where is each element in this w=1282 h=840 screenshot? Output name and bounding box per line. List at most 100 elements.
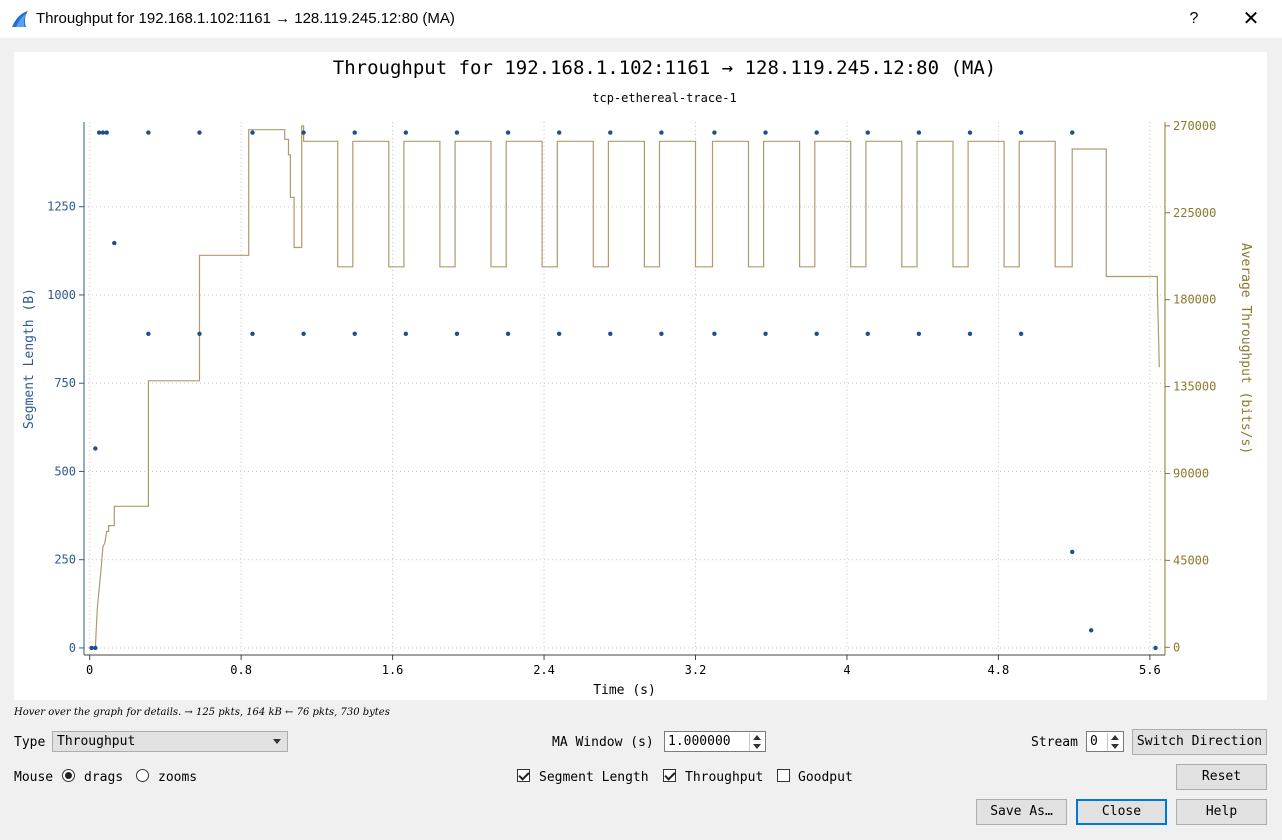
segment-point [146, 130, 151, 135]
mouse-drags-label[interactable]: drags [84, 770, 124, 785]
hover-hint: Hover over the graph for details. → 125 … [14, 707, 390, 718]
y-left-tick-label: 500 [54, 464, 76, 478]
segment-point [814, 331, 819, 336]
help-button[interactable]: Help [1176, 799, 1267, 825]
segment-point [916, 130, 922, 135]
segment-point [1153, 645, 1158, 651]
x-axis-label: Time (s) [593, 683, 656, 698]
goodput-checkbox[interactable] [777, 769, 790, 782]
throughput-graph[interactable]: Throughput for 192.168.1.102:1161 → 128.… [14, 52, 1267, 700]
save-as-button[interactable]: Save As… [976, 799, 1067, 825]
segment-length-checkbox[interactable] [517, 769, 530, 782]
throughput-checkbox-label[interactable]: Throughput [685, 770, 764, 785]
segment-point [865, 130, 870, 135]
stream-value: 0 [1090, 734, 1098, 749]
segment-point [104, 130, 109, 135]
segment-point [250, 331, 255, 336]
segment-point [403, 130, 409, 135]
segment-point [916, 331, 922, 336]
segment-point [1070, 130, 1075, 135]
x-tick-label: 4.8 [988, 663, 1010, 677]
window-titlebar: Throughput for 192.168.1.102:1161 → 128.… [0, 0, 1282, 38]
mouse-zooms-label[interactable]: zooms [158, 770, 198, 785]
mouse-drags-radio[interactable] [62, 769, 75, 782]
segment-point [403, 331, 409, 336]
x-tick-label: 0 [86, 663, 93, 677]
y-right-tick-label: 45000 [1173, 553, 1209, 567]
help-title-button[interactable]: ? [1189, 10, 1199, 27]
x-tick-label: 2.4 [533, 663, 555, 677]
segment-point [967, 130, 973, 135]
spin-buttons[interactable] [1107, 733, 1122, 751]
spin-down-icon[interactable] [753, 744, 761, 749]
segment-point [712, 331, 717, 336]
x-tick-label: 4 [843, 663, 850, 677]
spin-down-icon[interactable] [1111, 744, 1119, 749]
segment-point [556, 130, 562, 135]
spin-up-icon[interactable] [753, 735, 761, 740]
type-select[interactable]: Throughput [52, 731, 288, 752]
segment-length-label[interactable]: Segment Length [539, 770, 649, 785]
y-right-tick-label: 270000 [1173, 119, 1216, 133]
spin-up-icon[interactable] [1111, 735, 1119, 740]
y-left-axis-label: Segment Length (B) [22, 288, 37, 429]
type-label: Type [14, 735, 46, 750]
segment-point [146, 331, 151, 336]
segment-point [505, 130, 511, 135]
window-title: Throughput for 192.168.1.102:1161 → 128.… [36, 10, 455, 27]
mouse-zooms-radio[interactable] [136, 769, 149, 782]
reset-button[interactable]: Reset [1176, 764, 1267, 790]
y-right-tick-label: 90000 [1173, 466, 1209, 480]
switch-direction-button[interactable]: Switch Direction [1132, 729, 1267, 755]
spin-buttons[interactable] [749, 733, 764, 751]
segment-point [197, 331, 202, 336]
ma-window-value: 1.000000 [668, 734, 731, 749]
segment-point [763, 130, 768, 135]
x-tick-label: 3.2 [685, 663, 707, 677]
segment-point [1018, 130, 1024, 135]
x-tick-label: 5.6 [1139, 663, 1161, 677]
throughput-checkbox[interactable] [663, 769, 676, 782]
close-window-button[interactable]: ✕ [1242, 8, 1260, 30]
segment-point [712, 130, 717, 135]
wireshark-fin-icon [12, 11, 28, 27]
chevron-down-icon [273, 739, 281, 744]
segment-point [301, 130, 306, 135]
stream-input[interactable]: 0 [1086, 731, 1124, 752]
y-right-tick-label: 135000 [1173, 380, 1216, 394]
segment-point [865, 331, 870, 336]
stream-label: Stream [1031, 735, 1078, 750]
close-button[interactable]: Close [1076, 799, 1167, 825]
segment-point [112, 240, 117, 246]
goodput-label[interactable]: Goodput [798, 770, 853, 785]
y-left-tick-label: 1250 [47, 200, 76, 214]
segment-point [1088, 628, 1094, 633]
segment-point [352, 130, 357, 135]
segment-point [608, 130, 613, 135]
segment-point [93, 645, 98, 651]
graph-area[interactable]: Throughput for 192.168.1.102:1161 → 128.… [14, 52, 1267, 700]
segment-point [197, 130, 202, 135]
chart-title: Throughput for 192.168.1.102:1161 → 128.… [333, 57, 996, 79]
ma-window-input[interactable]: 1.000000 [664, 731, 766, 752]
segment-point [1018, 331, 1024, 336]
ma-window-label: MA Window (s) [552, 735, 654, 750]
x-tick-label: 1.6 [382, 663, 404, 677]
segment-point [454, 331, 460, 336]
segment-point [100, 130, 106, 135]
segment-point [505, 331, 511, 336]
segment-point [659, 331, 664, 336]
y-right-tick-label: 180000 [1173, 293, 1216, 307]
segment-point [763, 331, 768, 336]
type-select-value: Throughput [57, 734, 136, 749]
segment-point [556, 331, 562, 336]
segment-point [352, 331, 357, 336]
segment-point [659, 130, 664, 135]
segment-point [250, 130, 255, 135]
segment-point [301, 331, 306, 336]
chart-subtitle: tcp-ethereal-trace-1 [592, 91, 737, 105]
mouse-label: Mouse [14, 770, 54, 785]
y-right-axis-label: Average Throughput (bits/s) [1238, 243, 1253, 454]
y-left-tick-label: 250 [54, 553, 76, 567]
segment-point [1070, 549, 1075, 555]
